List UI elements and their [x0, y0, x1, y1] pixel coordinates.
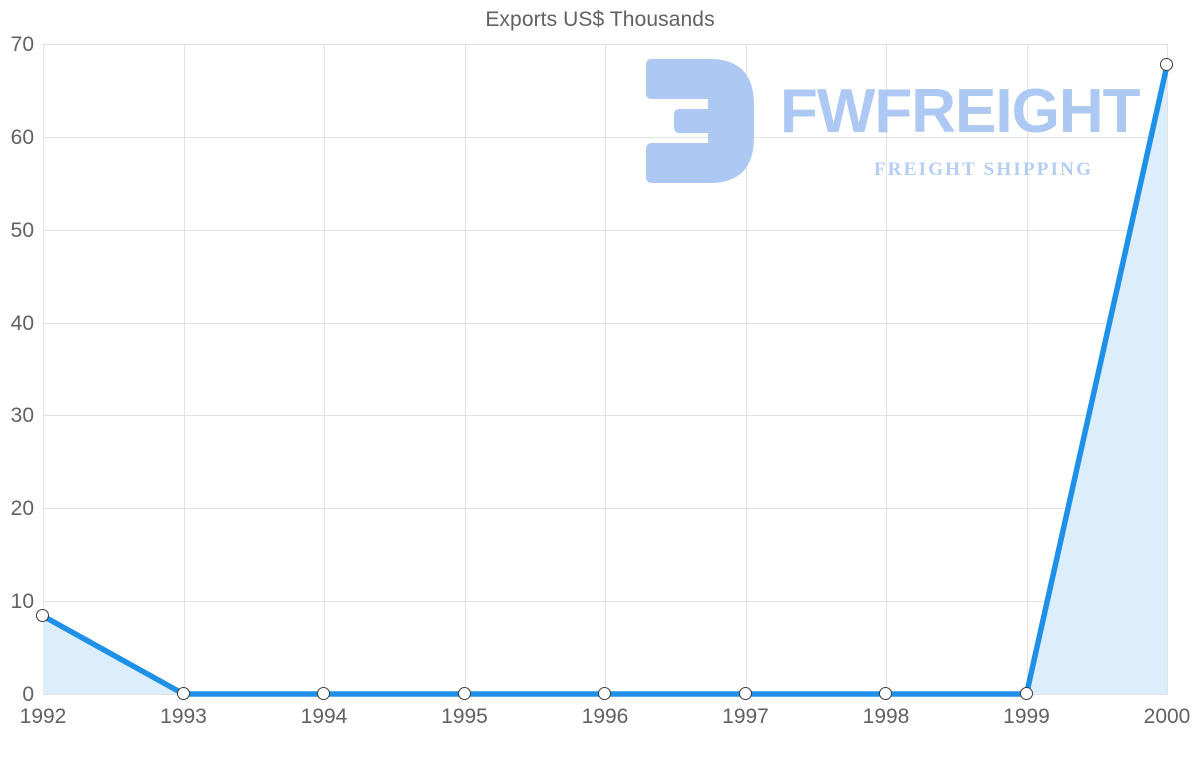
- gridline-vertical: [1026, 44, 1028, 694]
- gridline-vertical: [183, 44, 185, 694]
- gridline-vertical: [745, 44, 747, 694]
- x-axis-tick-label: 1997: [722, 705, 769, 728]
- x-axis-tick-label: 1995: [441, 705, 488, 728]
- x-axis-tick-label: 1994: [300, 705, 348, 728]
- y-axis-tick-label: 40: [10, 311, 34, 335]
- data-point-marker[interactable]: [1160, 58, 1173, 72]
- gridline-vertical: [43, 44, 44, 694]
- data-point-marker[interactable]: [879, 687, 892, 700]
- series-line: [40, 62, 1170, 697]
- data-point-marker[interactable]: [1019, 687, 1033, 700]
- data-point-marker[interactable]: [36, 609, 49, 622]
- x-axis-tick-label: 1998: [862, 705, 910, 728]
- data-point-marker[interactable]: [317, 687, 330, 700]
- series-exports: [40, 62, 1170, 697]
- data-point-marker[interactable]: [598, 687, 611, 700]
- gridline-vertical: [1167, 44, 1168, 694]
- area-fill: [43, 65, 1167, 695]
- y-axis-tick-label: 0: [22, 683, 34, 706]
- data-point-marker[interactable]: [176, 687, 190, 700]
- x-axis-tick-label: 1993: [160, 705, 207, 728]
- gridline-vertical: [324, 44, 325, 694]
- gridline-vertical: [605, 44, 606, 694]
- plot-area: [36, 44, 1173, 700]
- chart-title: Exports US$ Thousands: [485, 8, 715, 31]
- data-point-marker[interactable]: [457, 687, 471, 700]
- y-axis-tick-label: 10: [10, 590, 34, 614]
- y-axis-tick-label: 70: [10, 33, 34, 56]
- x-axis-tick-label: 1992: [19, 705, 67, 728]
- data-point-marker[interactable]: [738, 687, 752, 700]
- y-axis-tick-label: 30: [10, 404, 34, 428]
- y-axis-tick-label: 60: [10, 125, 34, 149]
- y-axis-tick-label: 50: [10, 218, 34, 242]
- gridline-vertical: [886, 44, 887, 694]
- x-axis-tick-label: 1996: [581, 705, 629, 728]
- y-axis-tick-label: 20: [10, 497, 34, 521]
- gridline-vertical: [464, 44, 466, 694]
- x-axis-tick-label: 1999: [1003, 705, 1050, 728]
- x-axis-tick-label: 2000: [1143, 705, 1191, 728]
